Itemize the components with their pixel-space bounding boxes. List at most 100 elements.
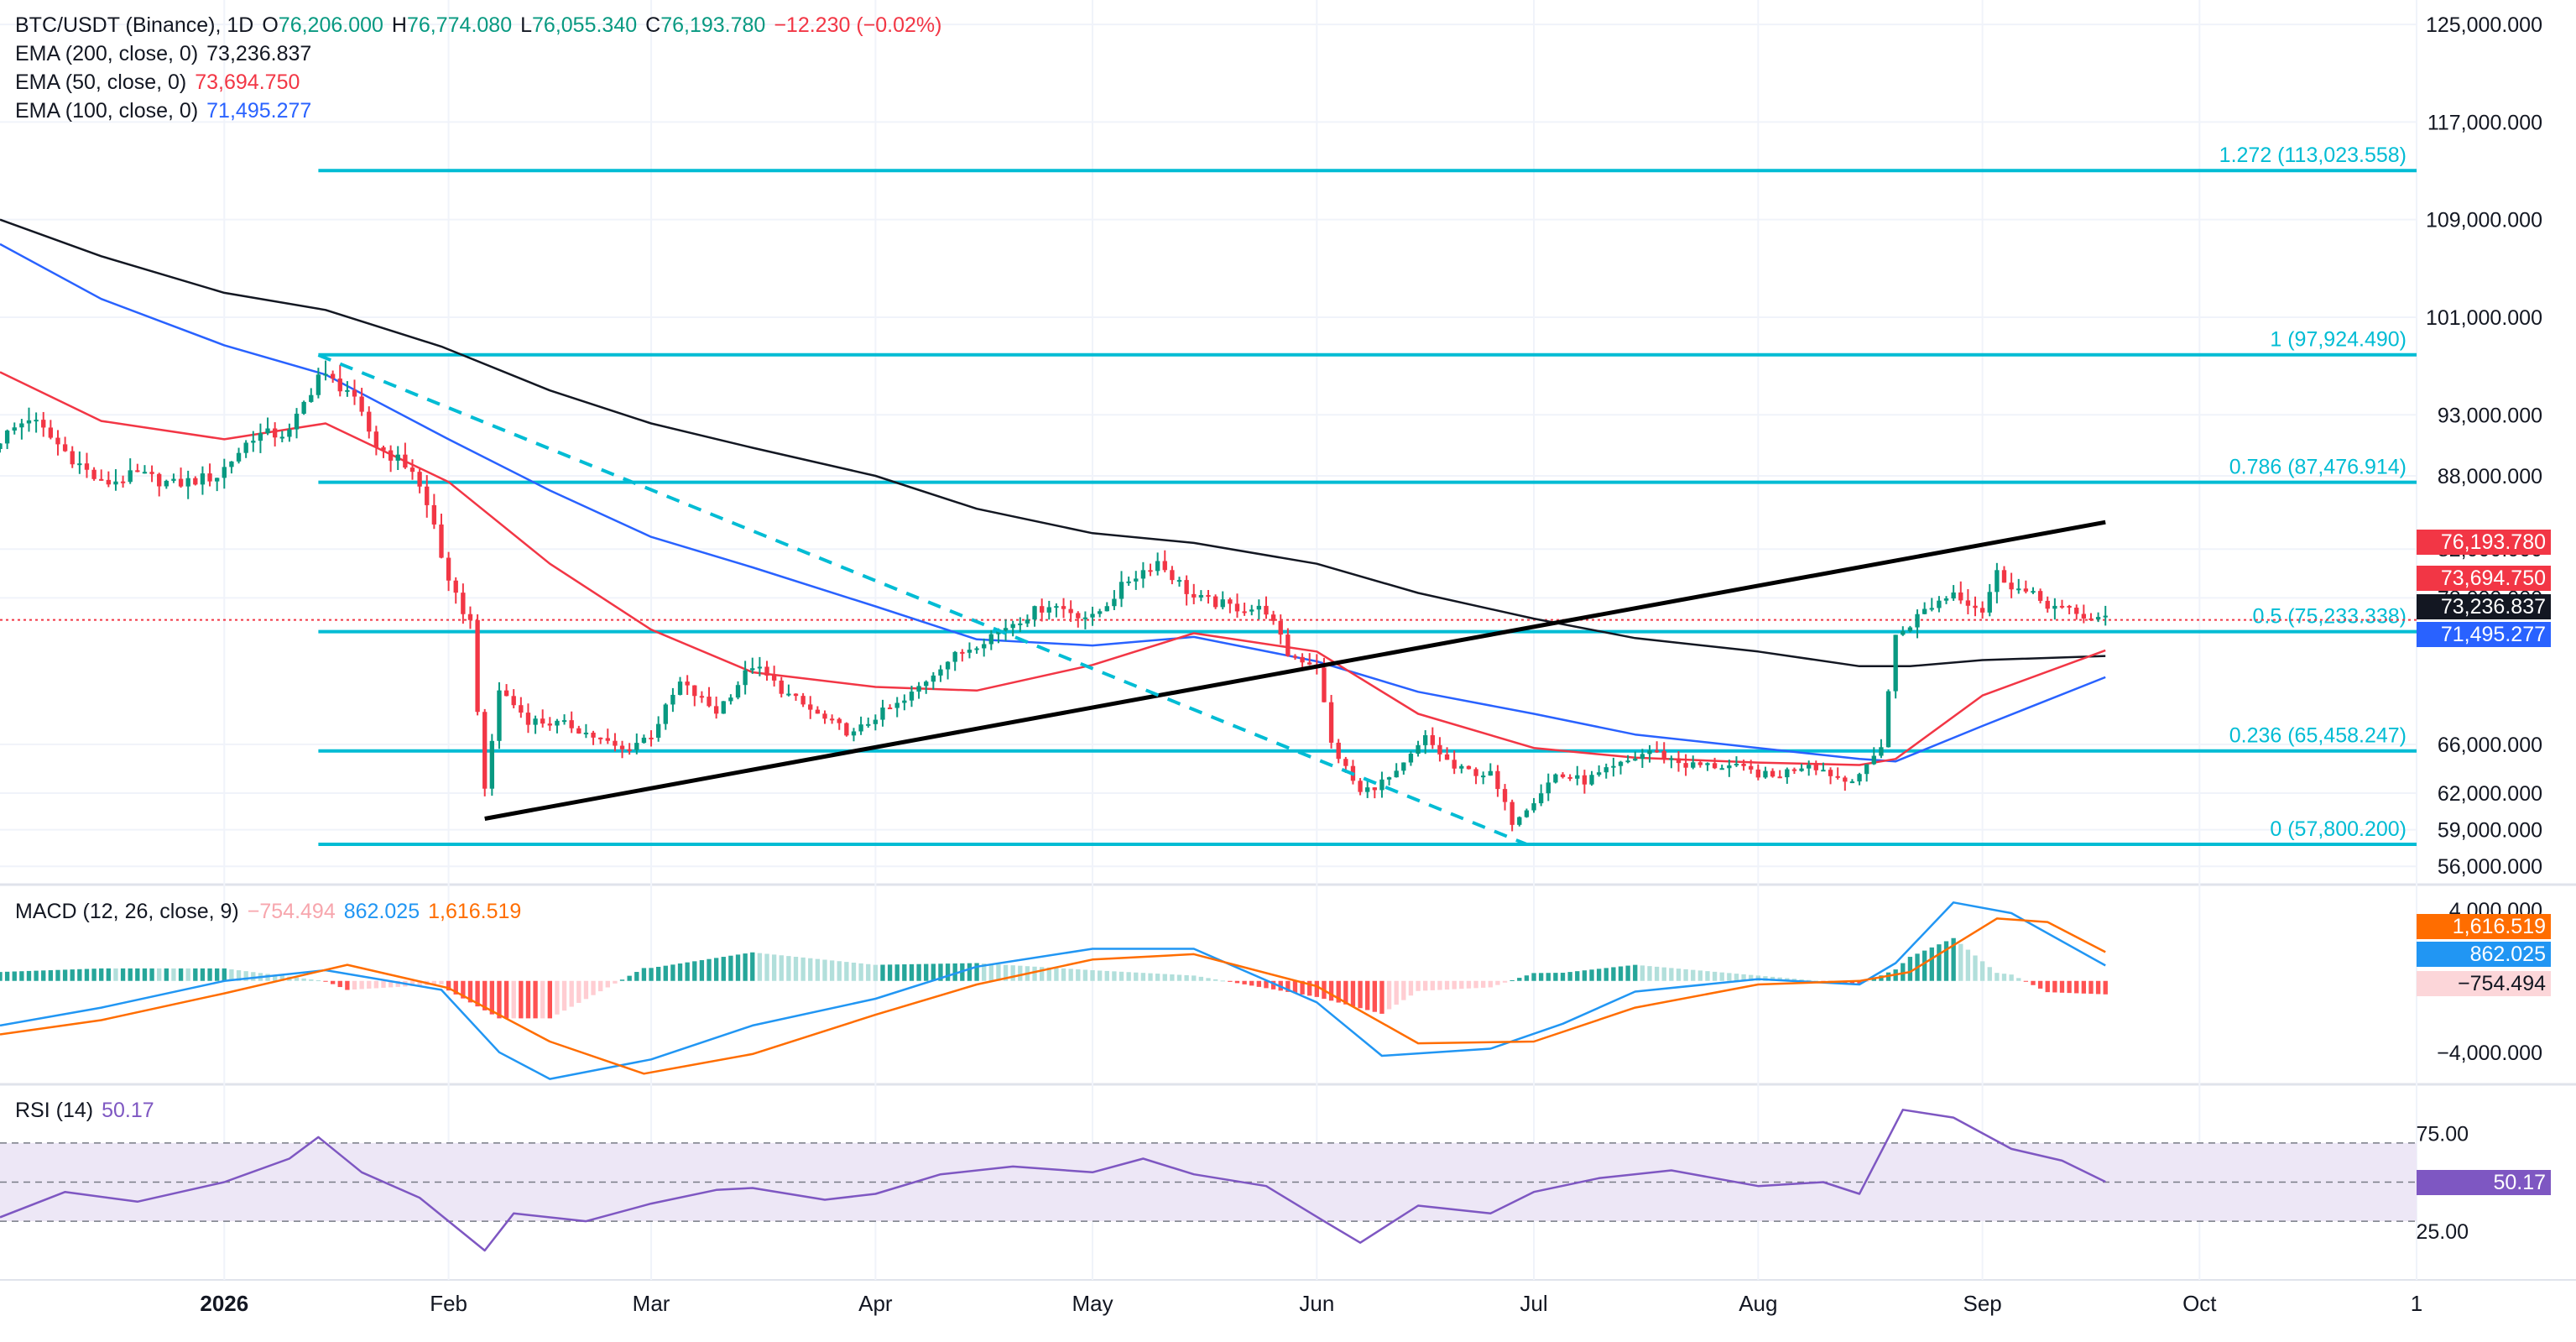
rsi-label: RSI (14) <box>15 1099 94 1122</box>
candle-body <box>1821 770 1826 772</box>
symbol-label[interactable]: BTC/USDT (Binance), 1D <box>15 13 254 37</box>
macd-legend[interactable]: MACD (12, 26, close, 9) −754.494 862.025 1,… <box>15 898 529 925</box>
candle-body <box>1452 760 1457 769</box>
candle-body <box>1025 619 1030 624</box>
macd-histogram-bar <box>467 980 473 1003</box>
candle-body <box>91 469 96 479</box>
macd-histogram-bar <box>431 980 437 985</box>
candle-body <box>1633 759 1638 761</box>
macd-histogram-bar <box>1104 970 1109 981</box>
ema50-legend[interactable]: EMA (50, close, 0) 73,694.750 <box>15 69 308 96</box>
candle-body <box>851 731 857 736</box>
candle-body <box>1307 662 1312 665</box>
candle-body <box>1228 599 1233 604</box>
macd-histogram-bar <box>982 963 987 981</box>
ema200-legend[interactable]: EMA (200, close, 0) 73,236.837 <box>15 40 320 67</box>
candle-body <box>1987 592 1992 613</box>
candle-body <box>77 463 82 466</box>
macd-histogram-bar <box>1958 943 1963 981</box>
candle-body <box>1480 775 1486 778</box>
candle-body <box>1785 769 1790 778</box>
candle-body <box>301 401 306 414</box>
candle-body <box>475 619 480 713</box>
candle-body <box>583 732 589 734</box>
candle-body <box>2001 570 2007 583</box>
macd-histogram-bar <box>461 980 466 999</box>
candle-body <box>388 450 394 461</box>
candle-body <box>793 693 799 697</box>
macd-histogram-bar <box>728 955 733 981</box>
macd-histogram-bar <box>1242 980 1247 984</box>
macd-histogram-bar <box>12 971 17 981</box>
candle-body <box>287 429 292 437</box>
ema100-legend[interactable]: EMA (100, close, 0) 71,495.277 <box>15 97 320 124</box>
macd-histogram-bar <box>475 980 480 1007</box>
candle-body <box>519 705 524 713</box>
macd-histogram-bar <box>19 971 24 981</box>
candle-body <box>1625 760 1630 763</box>
candle-body <box>359 396 364 412</box>
macd-histogram-bar <box>1575 971 1580 981</box>
candle-body <box>315 374 321 395</box>
candle-body <box>1090 614 1095 618</box>
trend-lines[interactable] <box>317 353 2106 846</box>
macd-signal-line <box>0 917 2106 1075</box>
candle-body <box>1654 750 1660 753</box>
candle-body <box>1510 802 1515 825</box>
candle-body <box>1046 607 1051 613</box>
candle-body <box>62 444 68 452</box>
macd-histogram-bar <box>627 975 632 981</box>
macd-histogram-bar <box>952 963 957 981</box>
candle-body <box>431 504 437 525</box>
candle-body <box>561 720 567 723</box>
macd-label: MACD (12, 26, close, 9) <box>15 900 239 923</box>
time-axis-label: Jun <box>1299 1291 1334 1316</box>
time-axis-label: 1 <box>2411 1291 2422 1316</box>
candle-body <box>1488 770 1493 776</box>
macd-histogram-bar <box>1965 949 1971 981</box>
macd-histogram-bar <box>497 980 502 1019</box>
macd-histogram-bar <box>2088 980 2094 995</box>
macd-histogram-bar <box>1727 973 1732 981</box>
macd-histogram-bar <box>1473 980 1478 989</box>
macd-histogram-bar <box>41 970 46 981</box>
macd-histogram-bar <box>670 964 675 981</box>
price-legend: BTC/USDT (Binance), 1D O76,206.000 H76,774… <box>15 12 950 39</box>
macd-histogram-bar <box>1379 980 1384 1014</box>
candle-body <box>48 427 54 438</box>
candle-body <box>808 704 813 710</box>
candle-body <box>1140 570 1146 579</box>
time-axis-label: Oct <box>2182 1291 2217 1316</box>
macd-histogram-bar <box>243 971 248 981</box>
macd-histogram-bar <box>1640 965 1645 981</box>
macd-histogram-bar <box>1697 970 1703 981</box>
macd-histogram-bar <box>1372 980 1377 1012</box>
macd-histogram-bar <box>1871 978 1876 981</box>
candle-body <box>707 697 712 707</box>
macd-histogram-bar <box>1228 980 1233 982</box>
rsi-legend[interactable]: RSI (14) 50.17 <box>15 1097 163 1124</box>
candle-body <box>1712 763 1718 769</box>
macd-histogram-bar <box>1423 980 1428 991</box>
macd-histogram-bar <box>619 979 625 981</box>
candle-body <box>1126 581 1131 583</box>
candle-body <box>1198 595 1204 598</box>
candle-body <box>1343 759 1348 766</box>
candle-body <box>1755 769 1761 778</box>
macd-histogram-bar <box>323 980 328 982</box>
candle-body <box>128 470 133 483</box>
candle-body <box>120 481 126 483</box>
candle-body <box>113 481 118 485</box>
candle-body <box>779 680 784 694</box>
candle-body <box>1473 769 1478 776</box>
candle-body <box>634 743 639 750</box>
macd-histogram-bar <box>525 980 531 1019</box>
candle-body <box>2067 605 2072 608</box>
candle-body <box>655 723 661 738</box>
fibonacci-retracement[interactable]: 1.272 (113,023.558) 1 (97,924.490) 0.786 (… <box>0 144 2417 847</box>
macd-histogram-bar <box>1155 974 1160 981</box>
rsi-value: 50.17 <box>102 1099 154 1122</box>
macd-axis-label: −4,000.000 <box>2437 1042 2542 1065</box>
candle-body <box>1697 762 1703 765</box>
